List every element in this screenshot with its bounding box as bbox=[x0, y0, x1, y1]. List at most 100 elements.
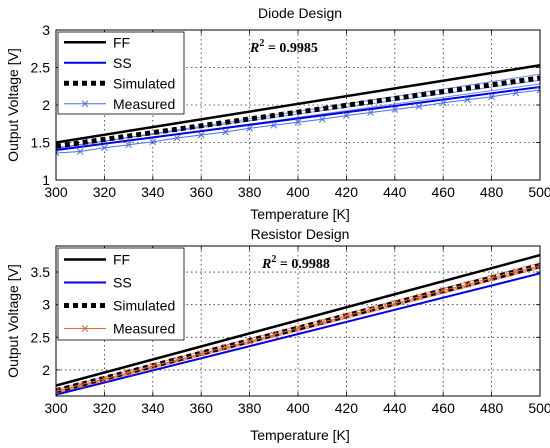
x-tick-label: 380 bbox=[238, 400, 262, 416]
r-squared-annotation: R2 = 0.9985 bbox=[249, 38, 318, 56]
x-tick-label: 360 bbox=[190, 184, 214, 200]
series-group bbox=[56, 64, 540, 157]
measured-line bbox=[56, 267, 540, 394]
x-tick-label: 340 bbox=[141, 184, 165, 200]
series-measured-point bbox=[415, 103, 423, 110]
legend-box bbox=[57, 247, 185, 341]
series-group bbox=[56, 253, 540, 396]
y-axis-label: Output Voltage [V] bbox=[5, 264, 21, 378]
x-tick-label: 500 bbox=[528, 400, 550, 416]
x-tick-label: 360 bbox=[190, 400, 214, 416]
series-measured-point bbox=[343, 312, 350, 320]
series-measured-point bbox=[343, 112, 350, 119]
legend-simulated-label: Simulated bbox=[113, 75, 175, 91]
series-ff-line bbox=[56, 64, 540, 144]
series-measured-point bbox=[439, 286, 447, 294]
series-measured-point bbox=[536, 86, 540, 94]
x-axis-label: Temperature [K] bbox=[250, 206, 350, 222]
legend: FF SS Simulated Measured bbox=[57, 247, 185, 341]
series-measured-point bbox=[512, 89, 520, 97]
series-measured-point bbox=[76, 381, 84, 389]
x-tick-label: 400 bbox=[286, 184, 310, 200]
series-measured-point bbox=[488, 274, 495, 282]
series-measured-point bbox=[367, 109, 374, 116]
y-axis-label: Output Voltage [V] bbox=[5, 48, 21, 162]
y-tick-label: 2.5 bbox=[31, 60, 51, 76]
series-measured-point bbox=[439, 99, 447, 107]
series-measured-point bbox=[197, 131, 205, 139]
x-tick-label: 460 bbox=[432, 400, 456, 416]
x-tick-label: 440 bbox=[383, 184, 407, 200]
series-measured-point bbox=[367, 305, 374, 313]
x-tick-label: 460 bbox=[432, 184, 456, 200]
series-measured-point bbox=[318, 115, 326, 123]
r-squared-annotation: R2 = 0.9988 bbox=[261, 254, 330, 272]
legend-box bbox=[57, 31, 185, 115]
y-tick-label: 1 bbox=[42, 172, 50, 188]
series-measured-point bbox=[246, 124, 253, 132]
x-tick-label: 420 bbox=[335, 184, 359, 200]
x-tick-label: 480 bbox=[480, 184, 504, 200]
legend-measured-marker bbox=[81, 100, 89, 108]
series-measured-point bbox=[56, 149, 60, 157]
series-measured-point bbox=[536, 262, 540, 269]
x-tick-label: 400 bbox=[286, 400, 310, 416]
x-tick-label: 320 bbox=[93, 184, 117, 200]
x-tick-label: 480 bbox=[480, 400, 504, 416]
series-measured-point bbox=[294, 324, 302, 332]
series-measured-point bbox=[173, 134, 181, 142]
y-tick-label: 3 bbox=[42, 297, 50, 313]
r-squared-value: = 0.9988 bbox=[276, 257, 329, 272]
series-measured-point bbox=[294, 118, 302, 126]
x-tick-label: 320 bbox=[93, 400, 117, 416]
x-tick-label: 380 bbox=[238, 184, 262, 200]
chart-title: Resistor Design bbox=[251, 226, 350, 242]
y-tick-label: 3 bbox=[42, 22, 50, 38]
series-measured-point bbox=[222, 343, 229, 351]
series-measured-point bbox=[125, 369, 132, 376]
series-ff-line bbox=[56, 253, 540, 387]
legend-ss-label: SS bbox=[113, 275, 132, 291]
legend-measured-label: Measured bbox=[113, 96, 175, 112]
axes-frame bbox=[55, 29, 541, 181]
series-measured-point bbox=[222, 128, 229, 136]
series-simulated-line bbox=[56, 75, 540, 149]
series-measured-point bbox=[149, 362, 157, 370]
chart-title: Diode Design bbox=[258, 5, 342, 21]
legend-simulated-label: Simulated bbox=[113, 298, 175, 314]
r-squared-superscript: 2 bbox=[271, 254, 276, 265]
y-tick-label: 2.5 bbox=[31, 329, 51, 345]
series-measured-point bbox=[415, 293, 423, 301]
chart-diode: 300 320 340 360 380 400 420 440 460 480 500 1 1.5 2 2.… bbox=[5, 5, 550, 222]
x-tick-label: 300 bbox=[44, 400, 68, 416]
series-measured-point bbox=[270, 121, 278, 129]
series-measured-point bbox=[101, 375, 108, 383]
series-measured-point bbox=[391, 300, 399, 307]
legend: FF SS Simulated Measured bbox=[57, 31, 185, 115]
r-squared-superscript: 2 bbox=[259, 38, 264, 49]
series-measured-point bbox=[512, 268, 520, 275]
x-tick-label: 340 bbox=[141, 400, 165, 416]
series-measured-point bbox=[246, 337, 253, 345]
legend-measured-label: Measured bbox=[113, 321, 175, 337]
legend-ff-label: FF bbox=[113, 34, 130, 50]
x-tick-label: 440 bbox=[383, 400, 407, 416]
series-measured-point bbox=[149, 138, 157, 146]
series-ss-line bbox=[56, 86, 540, 151]
series-measured-point bbox=[464, 281, 471, 288]
x-tick-label: 420 bbox=[335, 400, 359, 416]
series-measured-point bbox=[464, 96, 471, 104]
series-measured-point bbox=[318, 318, 326, 326]
x-tick-label: 300 bbox=[44, 184, 68, 200]
legend-ss-label: SS bbox=[113, 55, 132, 71]
series-measured-point bbox=[56, 388, 60, 395]
series-measured-point bbox=[391, 106, 399, 113]
legend-ff-label: FF bbox=[113, 252, 130, 268]
series-measured-point bbox=[197, 350, 205, 357]
series-measured-point bbox=[173, 356, 181, 364]
axes-frame bbox=[55, 245, 541, 397]
series-measured-point bbox=[270, 331, 278, 339]
legend-measured-marker bbox=[81, 325, 89, 332]
y-tick-label: 2 bbox=[42, 97, 50, 113]
